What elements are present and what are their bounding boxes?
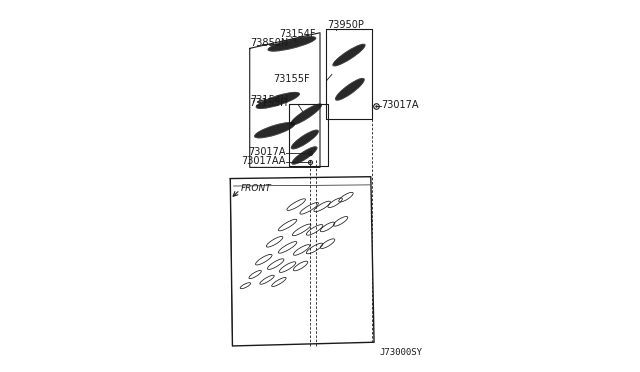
Ellipse shape [257, 93, 299, 108]
Ellipse shape [255, 123, 294, 138]
Text: 73017A: 73017A [381, 100, 419, 110]
Ellipse shape [336, 79, 364, 100]
Text: FRONT: FRONT [241, 185, 272, 193]
Text: 73017A: 73017A [248, 147, 285, 157]
Ellipse shape [292, 147, 317, 164]
Text: 73155H: 73155H [250, 99, 288, 108]
Ellipse shape [291, 104, 321, 125]
Text: 73017AA: 73017AA [241, 157, 285, 166]
Text: 73950P: 73950P [327, 20, 364, 30]
Text: J73000SY: J73000SY [380, 348, 422, 357]
Ellipse shape [268, 37, 316, 51]
Text: 73154H: 73154H [250, 95, 289, 105]
Text: 73154F: 73154F [279, 29, 316, 39]
Ellipse shape [292, 130, 318, 149]
Text: 73155F: 73155F [273, 74, 310, 84]
Text: 73850N: 73850N [250, 38, 289, 48]
Ellipse shape [333, 45, 365, 65]
